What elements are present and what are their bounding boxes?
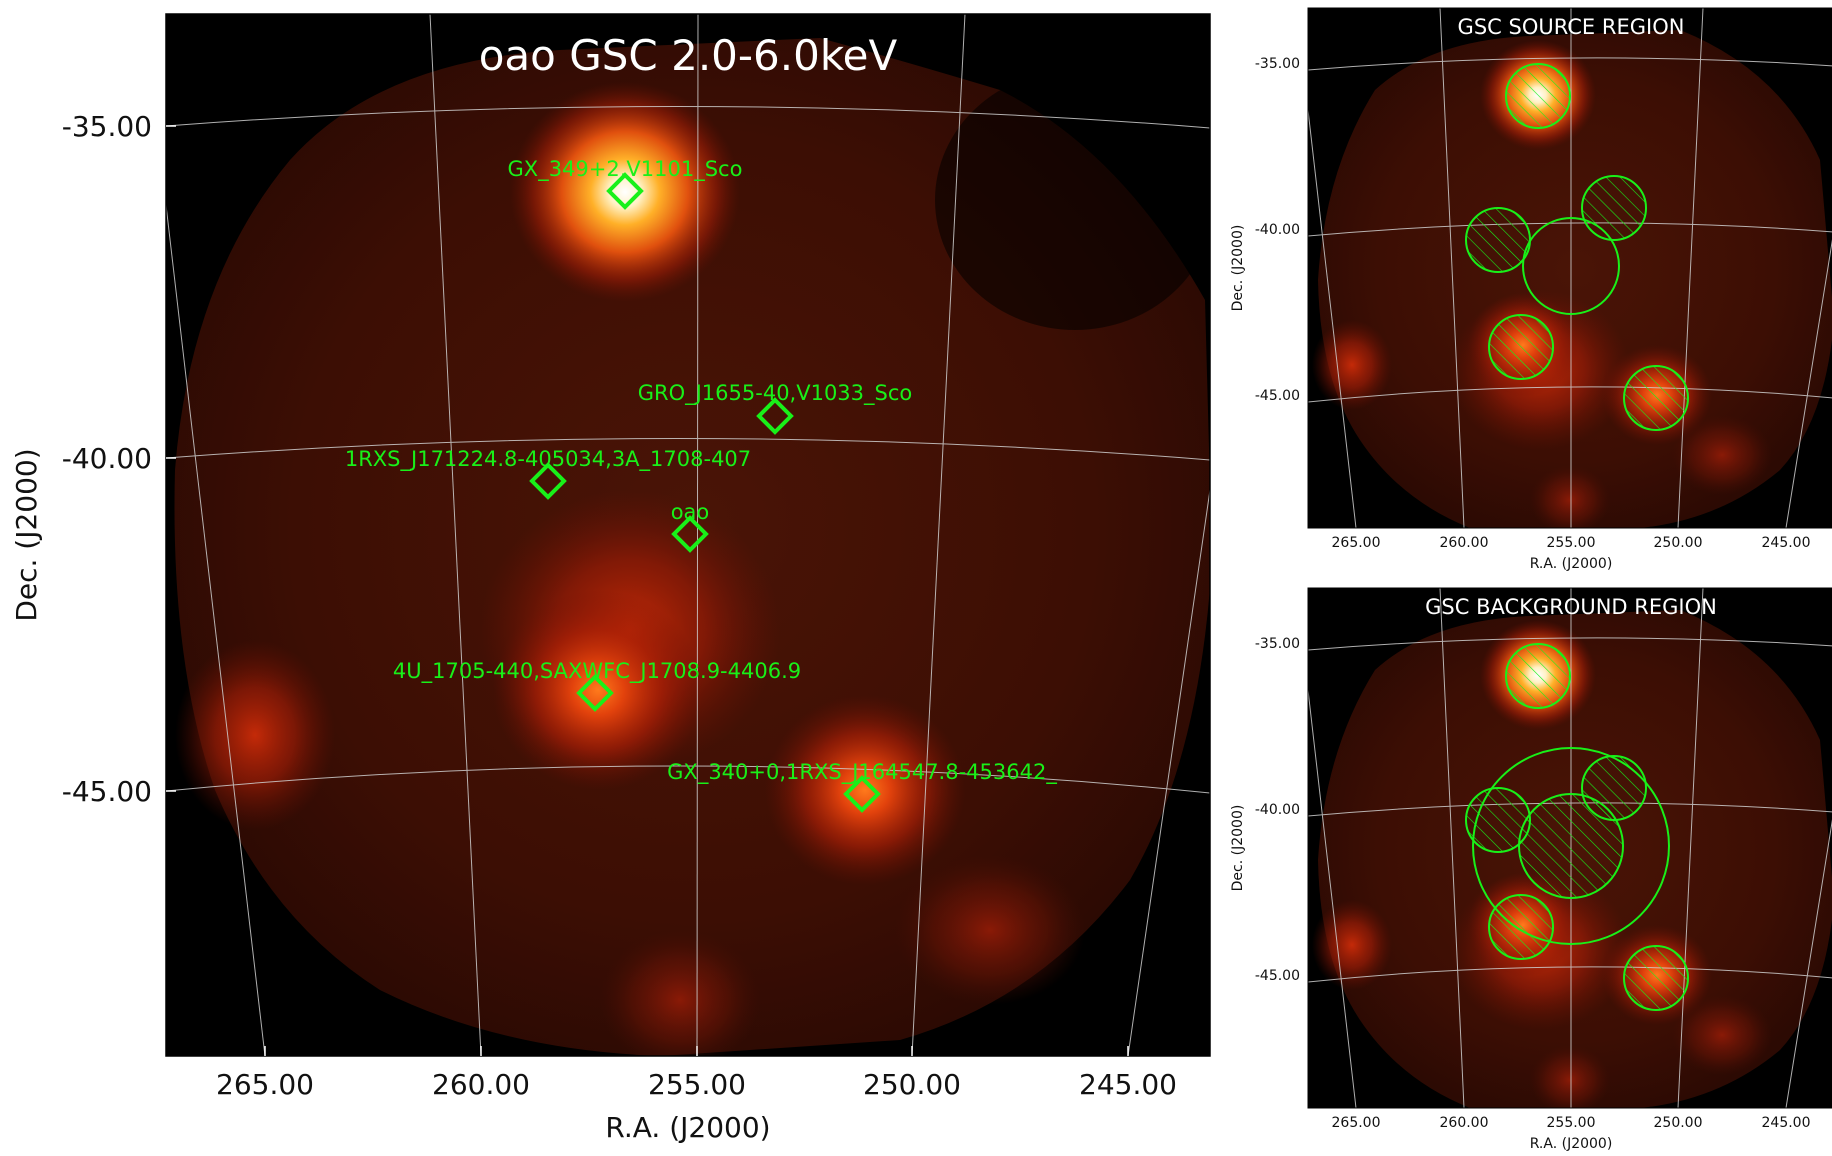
main-y-axis-label: Dec. (J2000)	[10, 448, 43, 621]
main-x-tick-label: 265.00	[216, 1068, 314, 1101]
main-x-axis-label: R.A. (J2000)	[605, 1111, 770, 1144]
main-x-tick-label: 250.00	[863, 1068, 961, 1101]
background-plot-frame	[1307, 587, 1832, 1109]
excluded-region-circle	[1505, 63, 1571, 129]
source-blob-south	[1530, 465, 1610, 528]
main-plot-frame	[165, 13, 1211, 1057]
source-y-axis-label: Dec. (J2000)	[1230, 225, 1246, 312]
main-blob-gx340	[765, 695, 965, 885]
main-blob-west	[175, 640, 335, 830]
source-marker-diamond	[843, 775, 881, 813]
source-y-tick-label: -35.00	[1255, 56, 1300, 72]
main-y-tick-label: -45.00	[62, 775, 152, 808]
main-grid-ra-265	[166, 204, 266, 1056]
main-grid-dec-35	[166, 105, 1210, 129]
source-marker-diamond	[756, 397, 794, 435]
main-grid-ra-245	[1127, 489, 1210, 1056]
main-x-tick-label: 260.00	[432, 1068, 530, 1101]
main-x-tick-label: 245.00	[1079, 1068, 1177, 1101]
source-grid-ra	[1677, 8, 1704, 528]
source-grid-ra	[1439, 8, 1465, 528]
excluded-region-circle	[1581, 175, 1647, 241]
source-x-tick-label: 255.00	[1547, 535, 1596, 551]
background-annulus-circle	[1472, 747, 1670, 945]
source-label: GX_340+0,1RXS_J164547.8-453642_	[667, 760, 1057, 785]
excluded-region-circle	[1623, 365, 1689, 431]
main-blob-south	[600, 930, 760, 1056]
background-grid-ra	[1439, 588, 1465, 1108]
source-region-panel: GSC SOURCE REGION 265.00 260.00 255.00 2…	[1230, 7, 1832, 572]
main-grid-ra-255	[696, 14, 699, 1056]
background-x-tick-label: 245.00	[1762, 1115, 1811, 1131]
background-blob-west	[1312, 900, 1392, 990]
background-region-panel: GSC BACKGROUND REGION 265.00 260.00 255.…	[1230, 587, 1832, 1152]
background-panel-title: GSC BACKGROUND REGION	[1425, 595, 1717, 619]
background-x-tick-label: 260.00	[1440, 1115, 1489, 1131]
background-grid-ra	[1785, 819, 1832, 1108]
main-dark-notch	[935, 70, 1210, 330]
main-grid-dec-45	[166, 765, 1210, 794]
main-blob-southeast	[895, 855, 1085, 1005]
excluded-source-circle	[1518, 793, 1624, 899]
source-y-tick-label: -40.00	[1255, 222, 1300, 238]
main-plot-title: oao GSC 2.0-6.0keV	[479, 31, 898, 80]
source-label: oao	[671, 500, 710, 524]
source-label: 1RXS_J171224.8-405034,3A_1708-407	[345, 447, 751, 472]
background-grid-ra	[1308, 689, 1357, 1108]
main-x-tick-label: 255.00	[648, 1068, 746, 1101]
source-marker-diamond	[529, 462, 567, 500]
main-blob-gx349	[510, 82, 740, 302]
source-blob-west	[1312, 320, 1392, 410]
main-y-tick-label: -35.00	[62, 110, 152, 143]
source-label: GX_349+2,V1101_Sco	[508, 157, 743, 182]
background-y-axis-label: Dec. (J2000)	[1230, 805, 1246, 892]
excluded-region-circle	[1623, 945, 1689, 1011]
background-y-tick-label: -35.00	[1255, 636, 1300, 652]
source-x-axis-label: R.A. (J2000)	[1530, 556, 1613, 572]
background-y-tick-label: -40.00	[1255, 802, 1300, 818]
source-blob-southeast	[1672, 415, 1772, 495]
main-grid-ra-260	[429, 14, 482, 1056]
source-x-tick-label: 265.00	[1332, 535, 1381, 551]
main-grid-dec-40	[166, 437, 1210, 461]
source-marker-diamond	[671, 515, 709, 553]
source-x-tick-label: 260.00	[1440, 535, 1489, 551]
main-grid-ra-250	[911, 14, 966, 1056]
source-marker-diamond	[606, 172, 644, 210]
source-label: 4U_1705-440,SAXWFC_J1708.9-4406.9	[393, 659, 801, 684]
source-grid-ra	[1785, 239, 1832, 528]
excluded-region-circle	[1488, 894, 1554, 960]
excluded-region-circle	[1465, 207, 1531, 273]
background-grid-ra	[1677, 588, 1704, 1108]
excluded-region-circle	[1465, 787, 1531, 853]
background-x-tick-label: 265.00	[1332, 1115, 1381, 1131]
main-sky-panel: GX_349+2,V1101_Sco GRO_J1655-40,V1033_Sc…	[10, 13, 1211, 1144]
main-blob-4u1705	[493, 590, 703, 790]
background-y-tick-label: -45.00	[1255, 968, 1300, 984]
source-grid-ra	[1308, 109, 1357, 528]
source-y-tick-label: -45.00	[1255, 388, 1300, 404]
background-x-tick-label: 250.00	[1654, 1115, 1703, 1131]
excluded-region-circle	[1581, 755, 1647, 821]
background-blob-south	[1530, 1045, 1610, 1108]
source-x-tick-label: 250.00	[1654, 535, 1703, 551]
source-plot-frame	[1307, 7, 1832, 529]
source-label: GRO_J1655-40,V1033_Sco	[638, 381, 913, 406]
source-panel-title: GSC SOURCE REGION	[1458, 15, 1685, 39]
background-x-tick-label: 255.00	[1547, 1115, 1596, 1131]
main-y-tick-label: -40.00	[62, 442, 152, 475]
source-extraction-circle	[1522, 217, 1620, 315]
background-blob-southeast	[1672, 995, 1772, 1075]
excluded-region-circle	[1505, 643, 1571, 709]
excluded-region-circle	[1488, 314, 1554, 380]
background-x-axis-label: R.A. (J2000)	[1530, 1136, 1613, 1152]
source-x-tick-label: 245.00	[1762, 535, 1811, 551]
source-marker-diamond	[576, 674, 614, 712]
